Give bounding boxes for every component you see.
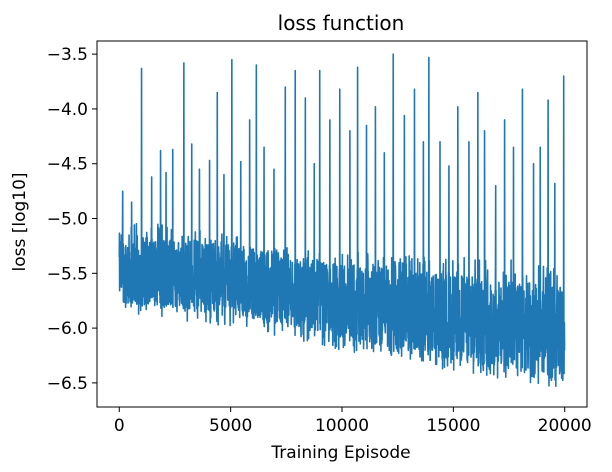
chart-title: loss function [278,11,405,35]
x-tick-label: 10000 [315,416,369,436]
loss-series-line [118,53,566,388]
y-tick-label: −5.5 [47,264,88,284]
x-axis: 0 5000 10000 15000 20000 [114,407,592,436]
y-tick-label: −6.5 [47,374,88,394]
x-tick-label: 15000 [426,416,480,436]
y-tick-label: −3.5 [47,45,88,65]
y-tick-label: −5.0 [47,210,88,230]
x-tick-label: 0 [114,416,125,436]
y-axis: −6.5 −6.0 −5.5 −5.0 −4.5 −4.0 −3.5 [47,45,97,394]
x-tick-label: 20000 [538,416,592,436]
y-tick-label: −4.5 [47,155,88,175]
x-axis-label: Training Episode [270,443,410,463]
x-tick-label: 5000 [209,416,252,436]
y-tick-label: −4.0 [47,100,88,120]
y-axis-label: loss [log10] [10,172,30,271]
y-tick-label: −6.0 [47,319,88,339]
series-layer [118,53,566,388]
